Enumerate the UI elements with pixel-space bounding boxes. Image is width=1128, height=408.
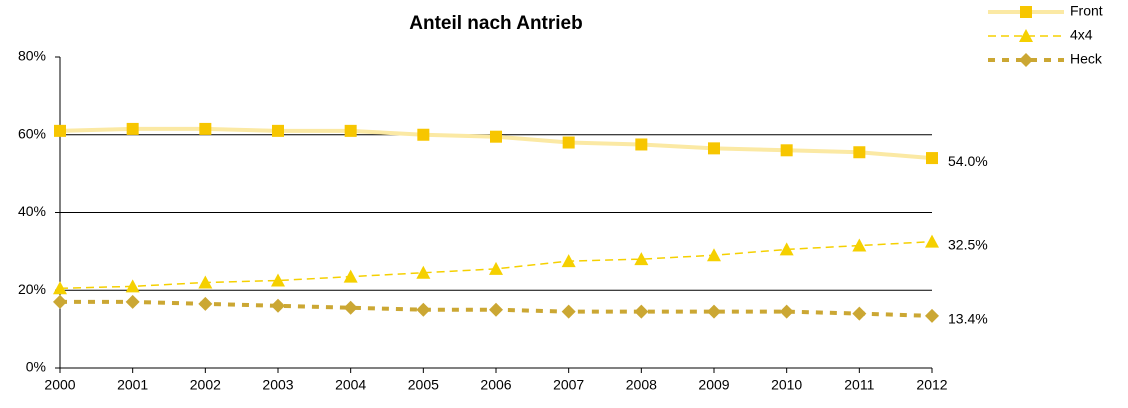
point	[634, 252, 649, 266]
point	[489, 261, 503, 275]
y-tick-label: 80%	[18, 48, 46, 64]
point	[199, 122, 212, 135]
point	[561, 304, 576, 319]
point	[272, 124, 284, 137]
x-tick-label: 2007	[553, 377, 584, 393]
point	[416, 265, 431, 279]
data-label: 54.0%	[948, 153, 988, 169]
y-tick-label: 60%	[18, 125, 46, 141]
point	[198, 296, 213, 311]
point	[779, 304, 794, 319]
point	[53, 294, 67, 309]
point	[416, 302, 431, 317]
x-tick-label: 2000	[44, 377, 75, 393]
point	[634, 304, 649, 319]
x-tick-label: 2009	[698, 377, 729, 393]
point	[708, 142, 720, 155]
point	[852, 238, 867, 252]
point	[343, 300, 358, 315]
point	[344, 124, 357, 137]
point	[343, 269, 358, 283]
point	[707, 248, 721, 262]
legend-label: Heck	[1070, 51, 1103, 67]
data-label: 13.4%	[948, 311, 988, 327]
point	[925, 308, 939, 323]
x-tick-label: 2012	[916, 377, 947, 393]
point	[489, 302, 503, 317]
point	[925, 234, 939, 248]
point	[417, 128, 430, 141]
x-tick-label: 2011	[844, 377, 874, 393]
chart-title: Anteil nach Antrieb	[409, 13, 582, 34]
y-tick-label: 40%	[18, 203, 46, 219]
point	[707, 304, 721, 319]
legend-marker	[1019, 53, 1033, 67]
data-label: 32.5%	[948, 236, 988, 252]
x-tick-label: 2010	[771, 377, 802, 393]
point	[271, 298, 285, 313]
point	[54, 124, 66, 137]
x-tick-label: 2002	[190, 377, 221, 393]
point	[126, 122, 139, 135]
point	[562, 136, 575, 149]
legend-label: Front	[1070, 3, 1103, 19]
legend-marker	[1020, 6, 1032, 18]
point	[53, 281, 67, 295]
x-tick-label: 2004	[335, 377, 366, 393]
y-tick-label: 0%	[26, 359, 46, 375]
point	[125, 279, 140, 293]
point	[198, 275, 213, 289]
point	[490, 130, 502, 143]
point	[779, 242, 794, 256]
x-tick-label: 2005	[408, 377, 439, 393]
legend-label: 4x4	[1070, 27, 1093, 43]
x-tick-label: 2003	[262, 377, 293, 393]
x-tick-label: 2001	[117, 377, 148, 393]
x-tick-label: 2008	[626, 377, 657, 393]
point	[853, 146, 866, 159]
point	[635, 138, 648, 151]
legend-marker	[1019, 29, 1033, 42]
point	[561, 254, 576, 268]
y-tick-label: 20%	[18, 281, 46, 297]
point	[780, 144, 793, 157]
point	[271, 273, 285, 287]
point	[852, 306, 867, 321]
x-tick-label: 2006	[480, 377, 511, 393]
point	[926, 152, 938, 165]
point	[125, 294, 140, 309]
